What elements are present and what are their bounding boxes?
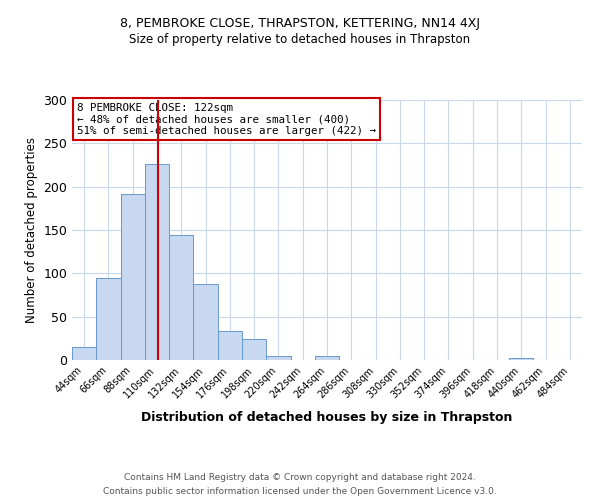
Bar (169, 235, 193, 360)
Text: 8 PEMBROKE CLOSE: 122sqm
← 48% of detached houses are smaller (400)
51% of semi-: 8 PEMBROKE CLOSE: 122sqm ← 48% of detach… (77, 102, 376, 136)
Bar (193, 284, 218, 360)
Bar (96, 278, 121, 360)
Text: Contains HM Land Registry data © Crown copyright and database right 2024.: Contains HM Land Registry data © Crown c… (124, 472, 476, 482)
Bar (509, 358, 533, 360)
Text: Size of property relative to detached houses in Thrapston: Size of property relative to detached ho… (130, 32, 470, 46)
Bar (145, 164, 169, 360)
Bar (121, 194, 145, 360)
Bar (266, 356, 290, 360)
Y-axis label: Number of detached properties: Number of detached properties (25, 137, 38, 323)
Bar (72, 347, 96, 360)
Bar (315, 356, 339, 360)
Bar (218, 330, 242, 360)
Bar (242, 339, 266, 360)
Text: 8, PEMBROKE CLOSE, THRAPSTON, KETTERING, NN14 4XJ: 8, PEMBROKE CLOSE, THRAPSTON, KETTERING,… (120, 18, 480, 30)
X-axis label: Distribution of detached houses by size in Thrapston: Distribution of detached houses by size … (142, 411, 512, 424)
Text: Contains public sector information licensed under the Open Government Licence v3: Contains public sector information licen… (103, 488, 497, 496)
